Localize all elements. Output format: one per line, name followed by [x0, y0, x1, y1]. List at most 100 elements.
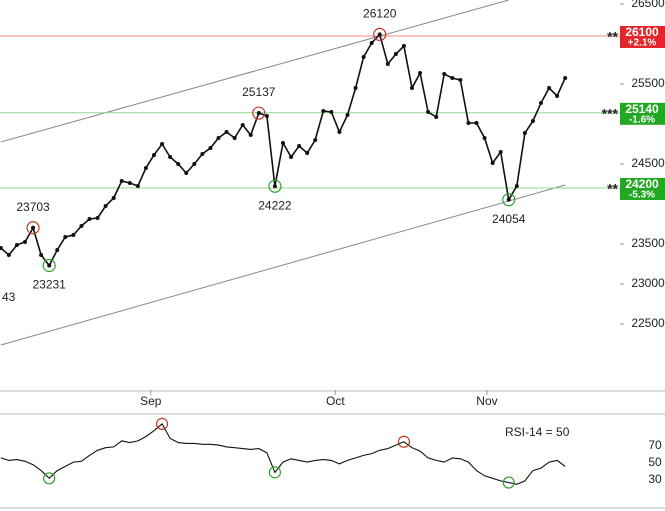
level-change: -1.6% — [629, 114, 655, 125]
point — [200, 152, 205, 156]
point — [127, 181, 132, 186]
annotation-marker — [502, 193, 516, 207]
point — [345, 113, 350, 118]
annotation-label: 24222 — [258, 198, 292, 212]
point — [409, 86, 414, 90]
point — [377, 32, 382, 37]
annotation-label: 23231 — [32, 278, 66, 292]
point — [71, 233, 76, 238]
point — [329, 110, 334, 114]
point — [160, 142, 165, 146]
channel-line — [0, 184, 566, 346]
y-tick-label: 23000 — [631, 276, 665, 290]
clipped-label: 43 — [2, 290, 16, 304]
point — [248, 133, 253, 138]
point — [474, 121, 479, 126]
y-tick-label: 22500 — [631, 316, 665, 330]
level-value: 24200 — [625, 177, 659, 191]
point — [442, 72, 447, 76]
point — [490, 161, 495, 166]
point — [385, 62, 390, 66]
channel-line — [0, 0, 509, 143]
point — [547, 86, 552, 90]
annotation-label: 26120 — [363, 7, 397, 21]
point — [506, 197, 511, 202]
y-tick-label: 24500 — [631, 156, 665, 170]
point — [216, 136, 221, 140]
point — [538, 101, 543, 106]
point — [393, 52, 398, 56]
point — [530, 119, 535, 124]
rsi-label: RSI-14 = 50 — [505, 425, 570, 439]
level-stars: ** — [607, 29, 618, 45]
rsi-tick-label: 70 — [648, 438, 662, 452]
annotation-marker — [26, 221, 40, 235]
annotation-marker — [373, 27, 387, 42]
point — [369, 41, 374, 46]
point — [111, 196, 116, 200]
point — [192, 162, 197, 166]
rsi-tick-label: 50 — [648, 455, 662, 469]
x-tick-label: Oct — [326, 394, 345, 408]
point — [151, 153, 156, 158]
annotation-marker — [252, 106, 266, 120]
point — [79, 224, 84, 228]
point — [31, 225, 36, 230]
level-badge — [620, 178, 665, 200]
point — [563, 76, 568, 80]
y-tick-label: 25500 — [631, 76, 665, 90]
point — [87, 217, 92, 222]
point — [0, 246, 3, 250]
point — [313, 138, 318, 142]
point — [272, 184, 277, 189]
point — [184, 171, 189, 176]
point — [14, 243, 19, 248]
rsi-marker — [43, 472, 56, 485]
point — [353, 86, 358, 90]
point — [135, 184, 140, 188]
y-tick-label: 23500 — [631, 236, 665, 250]
point — [280, 141, 285, 146]
rsi-tick-label: 30 — [648, 472, 662, 486]
level-stars: *** — [602, 106, 619, 122]
level-value: 25140 — [625, 102, 659, 116]
level-stars: ** — [607, 181, 618, 197]
rsi-marker — [397, 435, 411, 448]
point — [95, 216, 100, 220]
point — [434, 115, 439, 120]
point — [498, 150, 503, 154]
point — [361, 55, 366, 60]
point — [47, 263, 52, 268]
point — [103, 204, 108, 208]
point — [22, 240, 27, 244]
rsi-marker — [268, 466, 282, 479]
point — [39, 253, 44, 258]
point — [555, 94, 560, 98]
level-value: 26100 — [625, 25, 659, 39]
point — [522, 131, 527, 136]
point — [289, 155, 294, 160]
x-tick-label: Sep — [140, 394, 162, 408]
annotation-label: 25137 — [242, 85, 276, 99]
point — [514, 184, 519, 188]
line — [0, 423, 566, 485]
point — [6, 253, 11, 258]
point — [119, 179, 124, 184]
point — [450, 76, 455, 80]
level-badge — [620, 102, 665, 125]
point — [321, 109, 326, 114]
point — [466, 121, 471, 126]
point — [401, 44, 406, 48]
point — [240, 123, 245, 128]
point — [297, 144, 302, 148]
level-change: +2.1% — [628, 38, 657, 49]
point — [458, 78, 463, 82]
annotation-label: 23703 — [16, 200, 50, 214]
annotation-marker — [42, 258, 56, 273]
annotation-marker — [268, 179, 282, 193]
point — [208, 146, 213, 150]
annotation-label: 24054 — [492, 212, 526, 226]
x-tick-label: Nov — [476, 394, 497, 408]
